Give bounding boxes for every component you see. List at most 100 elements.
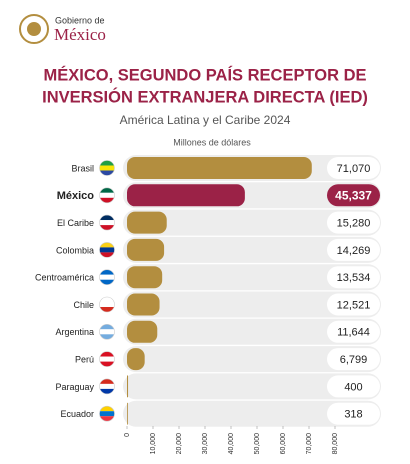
x-tick-label: 80,000 <box>332 433 339 455</box>
flag-stripe <box>99 192 115 198</box>
flag-stripe <box>99 388 115 394</box>
flag-stripe <box>99 215 115 221</box>
x-tick-label: 0 <box>124 433 131 437</box>
value-label: 71,070 <box>337 163 371 175</box>
value-label: 14,269 <box>337 245 371 257</box>
x-tick-label: 10,000 <box>150 433 157 455</box>
bar <box>127 157 312 179</box>
flag-stripe <box>99 187 115 193</box>
emblem <box>19 14 49 44</box>
flag-stripe <box>99 378 115 384</box>
flag-stripe <box>99 411 115 417</box>
flag-stripe <box>99 170 115 176</box>
value-pill <box>327 238 380 261</box>
bar <box>127 293 160 316</box>
flag-border <box>99 351 115 367</box>
row-background <box>123 264 381 291</box>
category-label: Ecuador <box>60 409 94 419</box>
value-pill <box>327 266 380 289</box>
flag-stripe <box>99 307 115 312</box>
flag-border <box>99 214 115 231</box>
value-label: 13,534 <box>337 272 371 284</box>
bar <box>127 184 245 207</box>
category-label: Centroamérica <box>35 273 94 283</box>
x-tick-label: 70,000 <box>306 433 313 455</box>
value-pill <box>327 402 380 425</box>
chart-title: MÉXICO, SEGUNDO PAÍS RECEPTOR DE <box>43 65 366 84</box>
category-label: El Caribe <box>57 218 94 228</box>
flag-stripe <box>99 160 115 166</box>
value-label: 318 <box>344 409 362 421</box>
category-label: Argentina <box>55 327 94 337</box>
x-tick-label: 20,000 <box>176 433 183 455</box>
bar <box>127 266 163 289</box>
flag-border <box>99 242 115 258</box>
flag-stripe <box>99 406 115 412</box>
x-tick-label: 30,000 <box>202 433 209 455</box>
flag-border <box>99 160 115 176</box>
x-tick-label: 50,000 <box>254 433 261 455</box>
row-background <box>123 291 381 318</box>
flag-border <box>99 378 115 395</box>
flag-stripe <box>99 361 115 367</box>
value-pill <box>327 375 380 398</box>
value-pill <box>327 320 380 343</box>
value-label: 15,280 <box>337 218 371 230</box>
bar <box>127 211 167 234</box>
flag-stripe <box>99 225 115 231</box>
value-label: 12,521 <box>337 299 371 311</box>
bar <box>127 348 145 371</box>
flag-stripe <box>99 356 115 362</box>
value-label: 6,799 <box>340 354 368 366</box>
flag-stripe <box>99 274 115 280</box>
flag-stripe <box>99 324 115 330</box>
value-pill <box>327 211 380 234</box>
flag-stripe <box>99 165 115 171</box>
flag-stripe <box>99 297 115 302</box>
row-background <box>123 318 381 345</box>
flag-stripe <box>99 329 115 335</box>
flag-stripe <box>99 302 115 307</box>
value-pill <box>327 184 380 207</box>
flag-border <box>99 323 115 340</box>
value-label: 45,337 <box>335 188 372 202</box>
row-background <box>123 373 381 400</box>
value-label: 11,644 <box>337 327 370 339</box>
emblem-core <box>27 22 41 36</box>
flag-border <box>99 296 115 313</box>
bar <box>127 375 129 398</box>
flag-border <box>99 187 115 204</box>
flag-stripe <box>99 252 115 258</box>
value-pill <box>327 157 380 179</box>
bar <box>127 238 165 261</box>
row-background <box>123 236 381 263</box>
category-label: México <box>57 190 95 202</box>
flag-stripe <box>99 334 115 340</box>
bar <box>127 320 158 343</box>
flag-stripe <box>99 269 115 275</box>
category-label: Paraguay <box>55 382 94 392</box>
category-label: Chile <box>73 300 94 310</box>
flag-stripe <box>99 197 115 203</box>
row-background <box>123 346 381 373</box>
value-pill <box>327 293 380 316</box>
category-label: Perú <box>75 354 94 364</box>
flag-stripe <box>99 247 115 253</box>
flag-border <box>99 405 115 422</box>
flag-stripe <box>99 279 115 285</box>
flag-stripe <box>99 351 115 357</box>
axis-label: Millones de dólares <box>173 137 251 147</box>
header-line2: México <box>54 25 106 44</box>
flag-stripe <box>99 220 115 226</box>
flag-stripe <box>99 242 115 248</box>
value-label: 400 <box>344 381 362 393</box>
value-pill <box>327 348 380 371</box>
x-tick-label: 60,000 <box>280 433 287 455</box>
row-background <box>123 209 381 236</box>
chart-subtitle: América Latina y el Caribe 2024 <box>120 113 291 127</box>
x-tick-label: 40,000 <box>228 433 235 455</box>
flag-stripe <box>99 383 115 389</box>
bar <box>127 402 128 425</box>
flag-border <box>99 269 115 286</box>
